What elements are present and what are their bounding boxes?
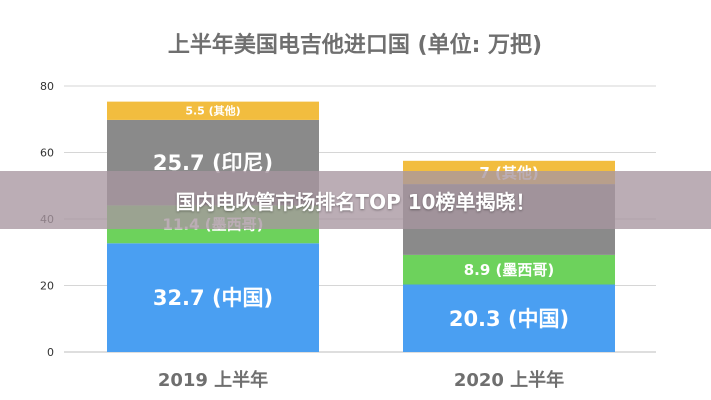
bar-segment — [107, 243, 319, 352]
data-label: 32.7 (中国) — [153, 286, 273, 310]
data-label: 20.3 (中国) — [449, 307, 569, 331]
x-category-label: 2019 上半年 — [158, 369, 268, 391]
banner-text: 国内电吹管市场排名TOP 10榜单揭晓！ — [175, 189, 536, 214]
x-category-label: 2020 上半年 — [454, 369, 564, 391]
y-tick-label: 0 — [47, 346, 54, 359]
data-label: 8.9 (墨西哥) — [464, 261, 555, 279]
bar-segment — [107, 101, 319, 120]
data-label: 5.5 (其他) — [185, 104, 240, 118]
y-tick-label: 80 — [40, 80, 54, 93]
overlay-banner[interactable]: 国内电吹管市场排名TOP 10榜单揭晓！ — [0, 171, 711, 229]
y-tick-label: 20 — [40, 280, 54, 293]
y-tick-label: 60 — [40, 147, 54, 160]
chart-title: 上半年美国电吉他进口国 (单位: 万把) — [168, 32, 542, 58]
bar-segment — [403, 284, 615, 352]
bar-segment — [403, 254, 615, 285]
